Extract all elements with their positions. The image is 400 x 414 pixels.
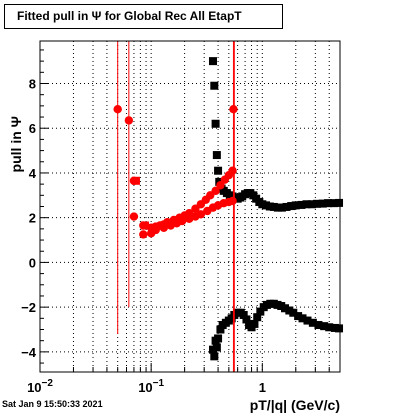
data-point-square: [210, 81, 219, 90]
y-tick-label: 2: [29, 211, 36, 226]
data-point-square: [330, 323, 339, 332]
data-point-square: [287, 202, 296, 211]
data-layer: [113, 41, 344, 372]
data-point-circle: [159, 223, 169, 232]
data-point-square: [216, 325, 225, 334]
data-point-square: [298, 314, 307, 323]
data-point-circle: [228, 196, 237, 206]
data-point-square: [291, 201, 300, 210]
data-point-square: [242, 315, 251, 324]
data-point-square: [280, 304, 289, 313]
data-point-square: [335, 324, 344, 333]
y-tick-label: 8: [29, 76, 36, 91]
data-point-circle: [177, 216, 187, 226]
timestamp-footer: Sat Jan 9 15:50:33 2021: [2, 399, 103, 409]
data-point-square: [302, 200, 311, 209]
data-point-circle: [124, 116, 134, 125]
data-point-square: [329, 199, 338, 208]
data-point-square: [308, 200, 317, 209]
data-point-square: [325, 323, 334, 332]
data-point-square: [312, 199, 321, 208]
data-point-square: [256, 307, 265, 316]
x-tick-label: 1: [259, 380, 266, 395]
axis-ticks: −4 −2 0 2 4 6 8 10−2 10−1 1: [21, 49, 341, 395]
data-point-square: [211, 119, 220, 128]
data-point-square: [212, 343, 221, 352]
data-point-square: [294, 312, 303, 321]
data-point-square: [277, 203, 286, 212]
data-point-square: [308, 318, 317, 327]
data-point-square: [273, 203, 282, 212]
x-tick-label: 10−2: [27, 378, 53, 395]
data-point-square: [140, 221, 149, 230]
x-tick-label: 10−1: [138, 378, 164, 395]
data-point-circle: [151, 225, 160, 235]
data-point-square: [214, 166, 223, 175]
data-point-square: [297, 200, 306, 209]
chart-title: Fitted pull in Ψ for Global Rec All Etap…: [4, 4, 283, 29]
data-point-square: [314, 321, 323, 330]
data-point-square: [131, 176, 140, 185]
data-point-square: [253, 313, 262, 322]
y-tick-label: 6: [29, 121, 36, 136]
data-point-square: [335, 198, 344, 207]
data-point-square: [250, 319, 259, 328]
y-tick-label: 0: [29, 255, 36, 270]
data-point-circle: [129, 212, 139, 221]
data-point-circle: [113, 105, 122, 114]
data-point-circle: [228, 166, 237, 175]
data-point-square: [269, 202, 278, 211]
data-point-square: [208, 57, 217, 66]
data-point-circle: [229, 105, 238, 114]
y-tick-label: −2: [21, 300, 36, 315]
data-point-square: [214, 334, 223, 343]
data-point-square: [303, 316, 312, 325]
data-point-circle: [196, 210, 206, 219]
data-point-square: [324, 199, 333, 208]
x-axis-title: pT/|q| (GeV/c): [250, 397, 340, 413]
data-point-circle: [139, 230, 148, 239]
data-point-square: [320, 322, 329, 331]
y-axis-title: pull in Ψ: [8, 116, 24, 172]
data-point-square: [289, 308, 298, 317]
data-point-square: [282, 202, 291, 211]
data-point-square: [318, 199, 327, 208]
data-point-square: [212, 151, 221, 160]
data-point-square: [210, 352, 219, 361]
data-point-circle: [211, 186, 220, 196]
data-point-square: [239, 310, 248, 319]
y-tick-label: 4: [29, 166, 37, 181]
y-tick-label: −4: [21, 345, 37, 360]
